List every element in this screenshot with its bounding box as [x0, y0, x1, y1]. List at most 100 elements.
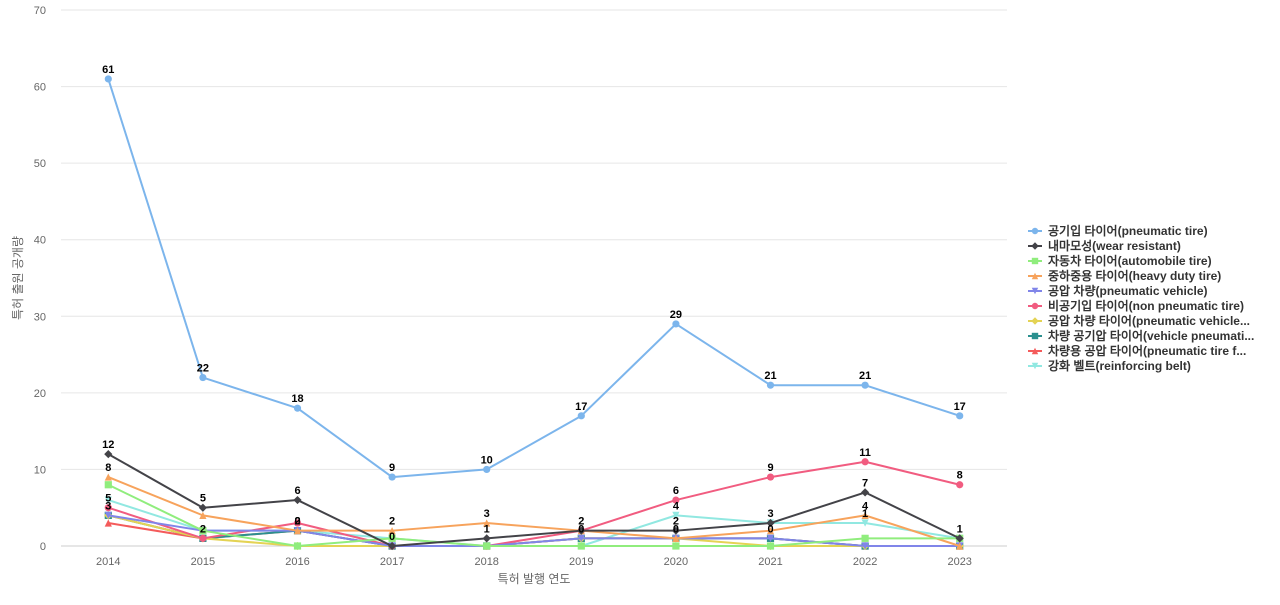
series-group [104, 75, 964, 551]
data-point[interactable] [672, 534, 680, 542]
data-point[interactable] [766, 527, 775, 535]
data-point[interactable] [388, 473, 396, 481]
series-line [107, 483, 960, 547]
series-1 [104, 75, 964, 481]
legend-marker[interactable] [1031, 332, 1039, 340]
data-point[interactable] [199, 527, 207, 535]
data-point[interactable] [199, 534, 207, 542]
legend-marker[interactable] [1031, 257, 1039, 265]
data-label: 3 [767, 508, 773, 520]
data-point[interactable] [955, 534, 964, 543]
data-point[interactable] [388, 527, 396, 535]
data-point[interactable] [672, 542, 680, 550]
data-point[interactable] [861, 519, 869, 527]
data-point[interactable] [104, 481, 112, 489]
data-point[interactable] [199, 373, 207, 382]
legend-item[interactable]: 자동차 타이어(automobile tire) [1028, 253, 1212, 268]
data-point[interactable] [388, 534, 396, 542]
data-point[interactable] [199, 511, 207, 519]
data-point[interactable] [483, 542, 491, 550]
data-point[interactable] [482, 534, 491, 543]
data-point[interactable] [956, 481, 964, 489]
legend-label: 강화 벨트(reinforcing belt) [1048, 358, 1191, 373]
x-tick-label-2014: 2014 [96, 556, 120, 568]
data-point[interactable] [483, 465, 491, 474]
legend-item[interactable]: 공기입 타이어(pneumatic tire) [1028, 223, 1208, 238]
data-label: 2 [389, 516, 395, 528]
data-label: 11 [859, 447, 871, 459]
data-point[interactable] [766, 381, 775, 389]
data-point[interactable] [672, 320, 680, 328]
legend-item[interactable]: 차량용 공압 타이어(pneumatic tire f... [1028, 343, 1246, 358]
legend-marker[interactable] [1031, 362, 1039, 370]
data-point[interactable] [577, 526, 586, 535]
legend-marker[interactable] [1031, 287, 1039, 295]
data-point[interactable] [956, 412, 964, 420]
data-label: 9 [389, 462, 395, 474]
data-point[interactable] [388, 541, 397, 551]
data-point[interactable] [293, 519, 302, 527]
y-tick-label: 60 [34, 82, 46, 94]
legend-marker[interactable] [1031, 347, 1039, 355]
data-point[interactable] [861, 458, 869, 466]
legend-marker[interactable] [1031, 302, 1039, 310]
data-point[interactable] [293, 527, 302, 535]
x-tick-label-2019: 2019 [569, 556, 593, 568]
data-point[interactable] [104, 450, 113, 459]
data-point[interactable] [861, 381, 869, 389]
data-point[interactable] [861, 534, 869, 542]
legend-marker[interactable] [1031, 272, 1039, 280]
data-point[interactable] [293, 542, 302, 550]
data-label: 18 [291, 393, 303, 405]
data-point[interactable] [104, 473, 112, 481]
x-axis-ticks: 2014 2015 2016 2017 2018 2019 2020 2021 2022 2023 [96, 556, 972, 568]
legend-item[interactable]: 내마모성(wear resistant) [1028, 238, 1181, 253]
data-point[interactable] [672, 511, 680, 519]
legend-marker[interactable] [1031, 242, 1039, 250]
legend-item[interactable]: 강화 벨트(reinforcing belt) [1028, 358, 1191, 373]
legend-label: 중하중용 타이어(heavy duty tire) [1048, 268, 1221, 283]
y-tick-label: 0 [40, 541, 46, 553]
data-point[interactable] [577, 534, 585, 542]
data-label: 17 [954, 401, 966, 413]
data-point[interactable] [956, 542, 964, 550]
y-tick-label: 10 [34, 464, 46, 476]
data-point[interactable] [861, 511, 869, 519]
data-label: 9 [767, 462, 773, 474]
legend-item[interactable]: 공압 차량 타이어(pneumatic vehicle... [1028, 313, 1250, 328]
data-point[interactable] [104, 511, 112, 519]
legend-marker[interactable] [1031, 227, 1039, 235]
legend-marker[interactable] [1031, 317, 1039, 325]
data-point[interactable] [483, 519, 491, 527]
data-point[interactable] [104, 496, 112, 504]
data-point[interactable] [672, 496, 680, 504]
data-label: 12 [102, 439, 114, 451]
data-point[interactable] [861, 488, 870, 497]
data-point[interactable] [293, 495, 302, 505]
legend-item[interactable]: 중하중용 타이어(heavy duty tire) [1028, 268, 1221, 283]
series-5 [104, 511, 964, 550]
data-point[interactable] [861, 542, 869, 550]
data-point[interactable] [766, 518, 775, 528]
data-point[interactable] [766, 542, 775, 550]
legend-item[interactable]: 공압 차량(pneumatic vehicle) [1028, 283, 1208, 298]
data-point[interactable] [104, 519, 112, 527]
data-point[interactable] [577, 412, 585, 420]
data-point[interactable] [293, 404, 302, 412]
data-point[interactable] [104, 504, 112, 512]
legend-item[interactable]: 비공기입 타이어(non pneumatic tire) [1028, 298, 1244, 313]
data-point[interactable] [198, 503, 207, 512]
grid [61, 9, 1007, 547]
data-point[interactable] [577, 542, 585, 550]
x-tick-label-2015: 2015 [191, 556, 215, 568]
data-point[interactable] [766, 473, 775, 481]
data-point[interactable] [104, 75, 112, 83]
y-axis-ticks: 0 10 20 30 40 50 60 70 [34, 5, 46, 553]
data-label: 1 [862, 508, 868, 520]
x-tick-label-2018: 2018 [474, 556, 498, 568]
data-label: 61 [102, 64, 114, 76]
data-point[interactable] [671, 526, 680, 535]
data-point[interactable] [766, 534, 775, 542]
legend-item[interactable]: 차량 공기압 타이어(vehicle pneumati... [1028, 328, 1254, 343]
